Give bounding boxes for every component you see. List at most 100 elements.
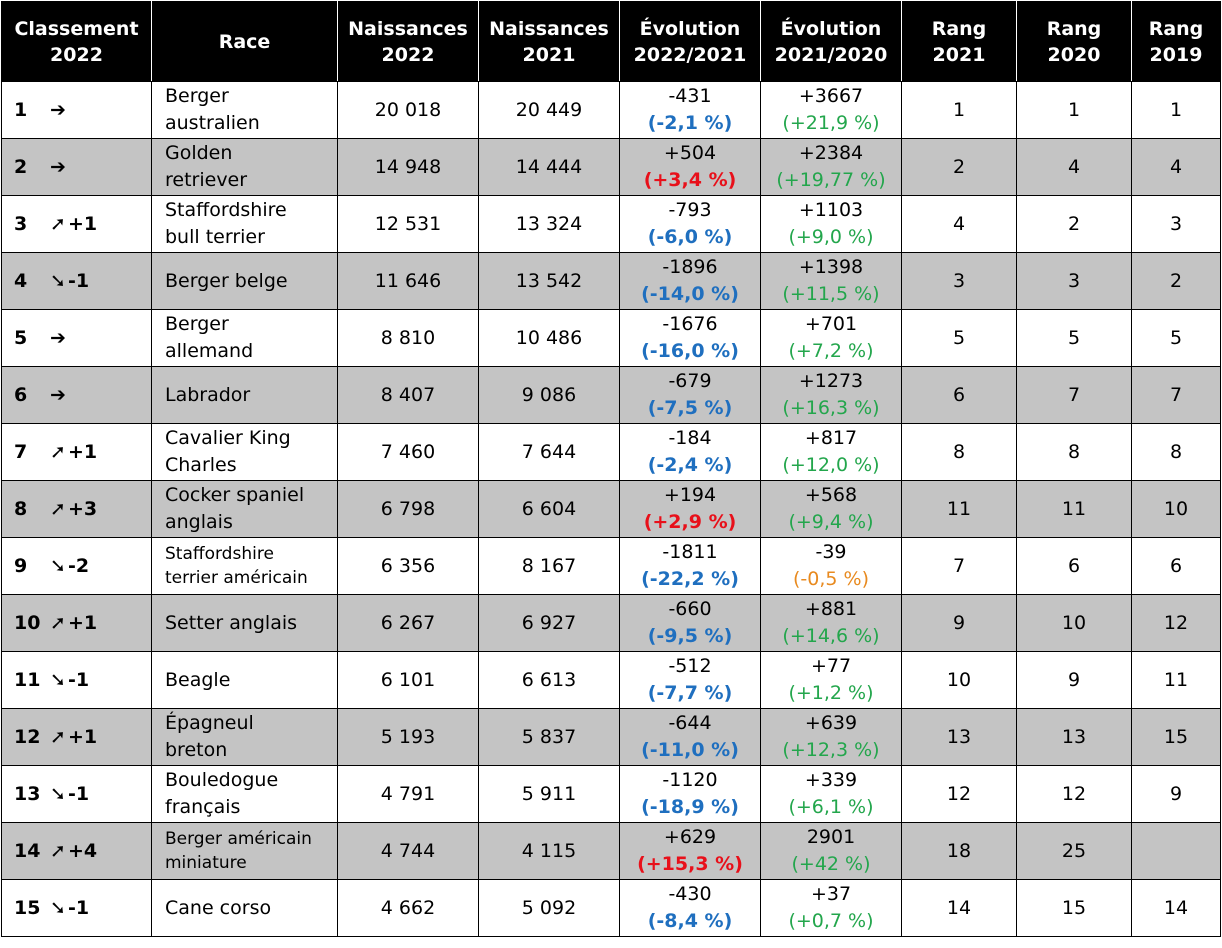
rank-cell: 5 ➔ <box>1 309 152 367</box>
evolution-percent: (+15,3 %) <box>637 853 743 875</box>
rank-number: 4 <box>14 269 28 292</box>
evolution-2022-2021: +504 (+3,4 %) <box>619 138 761 196</box>
rank-2020: 8 <box>1016 423 1132 481</box>
evolution-percent: (+1,2 %) <box>788 682 874 704</box>
evolution-2022-2021: -1896 (-14,0 %) <box>619 252 761 310</box>
evolution-value: -184 <box>668 427 712 449</box>
births-2021: 4 115 <box>478 822 620 880</box>
evolution-percent: (-0,5 %) <box>793 568 869 590</box>
evolution-percent: (+6,1 %) <box>788 796 874 818</box>
down-right-arrow-icon: ➘ <box>50 554 66 577</box>
breed-name-line: Setter anglais <box>165 611 298 634</box>
breed-name: Staffordshire bull terrier <box>151 195 338 253</box>
evolution-2022-2021: -644 (-11,0 %) <box>619 708 761 766</box>
evolution-2022-2021: -430 (-8,4 %) <box>619 879 761 937</box>
breed-name: Bouledogue français <box>151 765 338 823</box>
evolution-value: -1896 <box>662 256 718 278</box>
header-evolution-2022-2021: Évolution 2022/2021 <box>619 1 761 82</box>
header-rank-2021: Rang 2021 <box>901 1 1017 82</box>
rank-change: +1 <box>68 440 98 463</box>
births-2021: 5 911 <box>478 765 620 823</box>
rank-cell: 9 ➘ -2 <box>1 537 152 595</box>
evolution-percent: (+21,9 %) <box>782 112 880 134</box>
evolution-percent: (-8,4 %) <box>647 910 733 932</box>
births-2022: 7 460 <box>337 423 479 481</box>
rank-number: 12 <box>14 725 41 748</box>
births-2022: 4 791 <box>337 765 479 823</box>
births-2021: 13 324 <box>478 195 620 253</box>
rank-cell: 11 ➘ -1 <box>1 651 152 709</box>
evolution-value: -1676 <box>662 313 718 335</box>
rank-number: 10 <box>14 611 41 634</box>
table-row: 3 ➚ +1 Staffordshire bull terrier 12 531 13 32… <box>1 195 1221 253</box>
rank-change: -1 <box>68 668 90 691</box>
evolution-2021-2020: +817 (+12,0 %) <box>760 423 902 481</box>
evolution-2021-2020: +37 (+0,7 %) <box>760 879 902 937</box>
evolution-value: +3667 <box>798 85 864 107</box>
breed-name-line: Staffordshire <box>165 544 274 564</box>
rank-2020: 10 <box>1016 594 1132 652</box>
breed-name-line: terrier américain <box>165 568 308 588</box>
breed-name-line: miniature <box>165 853 247 873</box>
births-2022: 6 101 <box>337 651 479 709</box>
evolution-percent: (+11,5 %) <box>782 283 880 305</box>
evolution-2021-2020: +1398 (+11,5 %) <box>760 252 902 310</box>
births-2021: 6 613 <box>478 651 620 709</box>
breed-name-line: allemand <box>165 340 254 362</box>
rank-change: -1 <box>68 269 90 292</box>
births-2022: 5 193 <box>337 708 479 766</box>
rank-2021: 6 <box>901 366 1017 424</box>
breed-name-line: Charles <box>165 454 237 476</box>
rank-2020: 3 <box>1016 252 1132 310</box>
breed-name-line: Cane corso <box>165 896 272 919</box>
evolution-value: -644 <box>668 712 712 734</box>
breed-name-line: Berger belge <box>165 269 288 292</box>
evolution-value: -793 <box>668 199 712 221</box>
evolution-value: +194 <box>663 484 717 506</box>
rank-number: 6 <box>14 383 28 406</box>
births-2022: 11 646 <box>337 252 479 310</box>
evolution-percent: (-6,0 %) <box>647 226 733 248</box>
evolution-value: +37 <box>810 883 852 905</box>
rank-number: 7 <box>14 440 28 463</box>
evolution-percent: (-7,7 %) <box>647 682 733 704</box>
rank-cell: 12 ➚ +1 <box>1 708 152 766</box>
evolution-percent: (+2,9 %) <box>643 511 737 533</box>
breed-name-line: Berger américain <box>165 829 312 849</box>
rank-number: 1 <box>14 98 28 121</box>
breed-name-line: Berger <box>165 313 229 335</box>
rank-2020: 7 <box>1016 366 1132 424</box>
breed-name: Beagle <box>151 651 338 709</box>
header-births-2021: Naissances 2021 <box>478 1 620 82</box>
table-row: 1 ➔ Berger australien 20 018 20 449 -431 (-2,1 … <box>1 81 1221 139</box>
evolution-value: -431 <box>668 85 712 107</box>
table-row: 7 ➚ +1 Cavalier King Charles 7 460 7 644 -184 (-… <box>1 423 1221 481</box>
evolution-percent: (+19,77 %) <box>776 169 886 191</box>
evolution-value: -430 <box>668 883 712 905</box>
breed-name-line: bull terrier <box>165 226 265 248</box>
breed-name: Cocker spaniel anglais <box>151 480 338 538</box>
rank-2021: 7 <box>901 537 1017 595</box>
breed-name-line: Cocker spaniel <box>165 484 305 506</box>
evolution-2021-2020: +701 (+7,2 %) <box>760 309 902 367</box>
up-right-arrow-icon: ➚ <box>50 725 66 748</box>
evolution-percent: (-2,1 %) <box>647 112 733 134</box>
table-row: 8 ➚ +3 Cocker spaniel anglais 6 798 6 604 +194 (… <box>1 480 1221 538</box>
evolution-percent: (-18,9 %) <box>641 796 739 818</box>
down-right-arrow-icon: ➘ <box>50 782 66 805</box>
rank-change: +3 <box>68 497 98 520</box>
evolution-percent: (-22,2 %) <box>641 568 739 590</box>
evolution-value: -512 <box>668 655 712 677</box>
table-row: 4 ➘ -1 Berger belge 11 646 13 542 -1896 (-14,0 … <box>1 252 1221 310</box>
births-2021: 7 644 <box>478 423 620 481</box>
births-2021: 8 167 <box>478 537 620 595</box>
rank-number: 13 <box>14 782 41 805</box>
rank-2020: 12 <box>1016 765 1132 823</box>
header-race: Race <box>151 1 338 82</box>
rank-2020: 25 <box>1016 822 1132 880</box>
table-body: 1 ➔ Berger australien 20 018 20 449 -431 (-2,1 … <box>1 81 1221 937</box>
births-2022: 20 018 <box>337 81 479 139</box>
up-right-arrow-icon: ➚ <box>50 611 66 634</box>
rank-2021: 11 <box>901 480 1017 538</box>
evolution-value: +881 <box>804 598 858 620</box>
